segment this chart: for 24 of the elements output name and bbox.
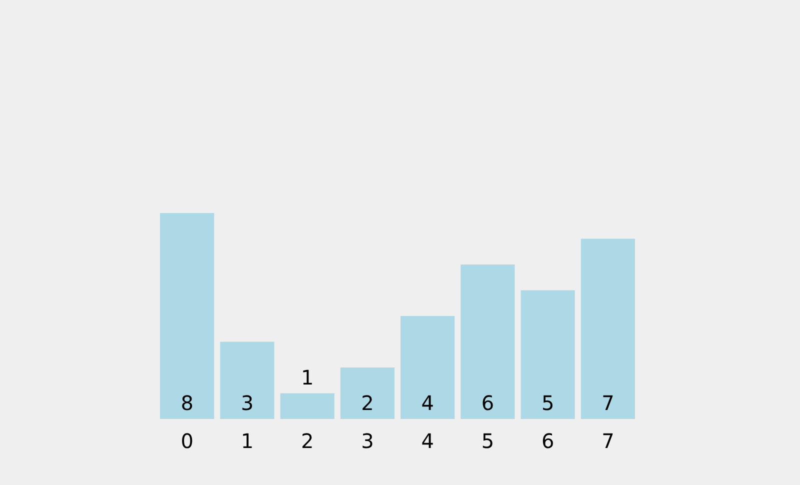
data-label: 6	[481, 391, 494, 415]
bar	[460, 264, 515, 419]
x-tick-label: 7	[602, 429, 614, 453]
bar	[580, 238, 635, 419]
data-label: 4	[421, 391, 434, 415]
data-label: 3	[240, 391, 254, 415]
x-tick-label: 6	[541, 429, 554, 453]
x-tick-label: 2	[300, 429, 314, 453]
bar	[400, 316, 455, 419]
bar	[340, 368, 394, 419]
data-label: 8	[180, 391, 194, 415]
data-label: 5	[541, 391, 554, 415]
bar	[220, 342, 274, 419]
x-tick-label: 4	[421, 429, 434, 453]
data-label: 7	[602, 391, 614, 415]
x-tick-label: 0	[180, 429, 194, 453]
bar	[280, 393, 334, 419]
x-tick-label: 5	[481, 429, 494, 453]
x-tick-label: 1	[240, 429, 254, 453]
data-label: 1	[300, 365, 314, 390]
x-tick-label: 3	[361, 429, 374, 453]
bar	[520, 290, 575, 419]
bar	[160, 213, 214, 419]
data-label: 2	[361, 391, 374, 415]
